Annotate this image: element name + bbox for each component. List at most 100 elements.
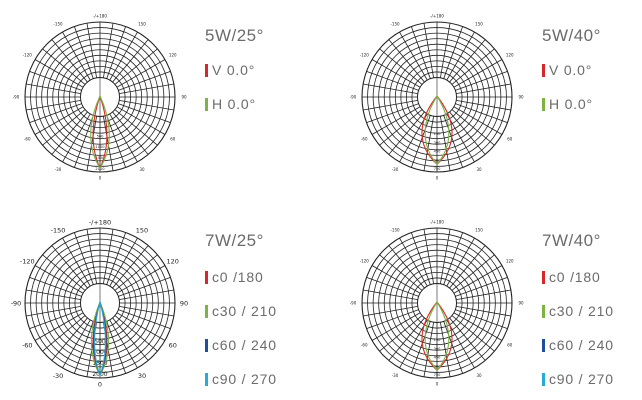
legend-entry: c60 / 240 <box>542 337 614 353</box>
angle-label: 150 <box>136 227 148 235</box>
angle-label: -30 <box>392 167 399 172</box>
angle-label: -30 <box>55 167 62 172</box>
angle-label: -120 <box>360 258 370 263</box>
grid-spoke <box>449 39 486 83</box>
grid-spoke <box>366 70 419 91</box>
angle-label: 60 <box>507 136 513 141</box>
grid-spoke <box>423 23 435 78</box>
grid-spoke <box>456 83 511 95</box>
grid-spoke <box>109 113 138 163</box>
grid-spoke <box>51 317 88 361</box>
series-curve <box>424 94 450 166</box>
grid-spoke <box>443 115 464 168</box>
radial-tick-label: 600 <box>434 158 442 162</box>
grid-spoke <box>455 309 508 330</box>
grid-spoke <box>112 39 149 83</box>
angle-label: 120 <box>169 52 177 57</box>
legend-swatch <box>542 97 545 111</box>
grid-spoke <box>399 319 428 369</box>
angle-label: 0 <box>98 380 102 388</box>
radial-tick-label: 750 <box>434 167 442 171</box>
grid-spoke <box>42 315 86 352</box>
grid-spoke <box>456 305 511 317</box>
grid-spoke <box>451 48 495 85</box>
grid-spoke <box>453 265 503 294</box>
chart-title: 7W/25° <box>205 231 264 250</box>
grid-spoke <box>423 322 435 377</box>
grid-spoke <box>106 321 127 374</box>
grid-spoke <box>26 289 81 301</box>
grid-spoke <box>443 321 464 374</box>
grid-spoke <box>34 59 84 88</box>
angle-label: -/+180 <box>93 13 107 18</box>
grid-spoke <box>102 116 114 171</box>
legend-swatch <box>205 304 208 318</box>
grid-spoke <box>26 305 81 317</box>
grid-spoke <box>410 115 431 168</box>
legend-swatch <box>542 304 545 318</box>
grid-spoke <box>455 70 508 91</box>
grid-spoke <box>73 26 94 79</box>
angle-label: 0 <box>99 175 102 180</box>
grid-spoke <box>86 116 98 171</box>
legend-entry: c0 /180 <box>542 269 601 285</box>
grid-spoke <box>109 319 138 369</box>
radial-tick-label: 450 <box>434 356 442 360</box>
grid-spoke <box>366 309 419 330</box>
grid-spoke <box>366 103 419 124</box>
angle-label: 60 <box>507 342 513 347</box>
angle-label: 30 <box>138 372 146 380</box>
grid-spoke <box>51 111 88 155</box>
angle-label: 60 <box>170 136 176 141</box>
legend-label: c0 /180 <box>549 269 601 285</box>
radial-tick-label: 450 <box>434 150 442 154</box>
grid-spoke <box>410 321 431 374</box>
angle-label: 90 <box>518 300 524 305</box>
angle-label: 0 <box>436 175 439 180</box>
angle-label: 30 <box>476 167 482 172</box>
legend-entry: V 0.0° <box>205 62 255 78</box>
angle-label: -120 <box>23 52 33 57</box>
grid-spoke <box>62 31 91 81</box>
polar-chart-panel: 150 300 450 600 750 -/+180 150 120 90 60 30 0 -30 -60… <box>337 205 642 400</box>
angle-label: 150 <box>475 228 483 233</box>
radial-tick-label: 1000 <box>92 349 107 356</box>
legend-entry: c30 / 210 <box>205 303 277 319</box>
polar-chart-panel: 500 1000 1500 2000 -/+180 150 120 90 60 30 0 -30 -60… <box>0 205 321 400</box>
chart-title: 5W/40° <box>542 26 601 45</box>
grid-spoke <box>379 254 423 291</box>
grid-spoke <box>114 315 158 352</box>
grid-spoke <box>443 26 464 79</box>
grid-spoke <box>119 99 174 111</box>
radial-tick-label: 2000 <box>95 167 105 171</box>
grid-spoke <box>116 106 166 135</box>
grid-spoke <box>371 312 421 341</box>
grid-spoke <box>388 39 425 83</box>
legend-swatch <box>542 63 545 77</box>
legend-label: c60 / 240 <box>212 337 277 353</box>
angle-label: -60 <box>361 136 368 141</box>
radial-tick-label: 500 <box>97 134 105 138</box>
grid-spoke <box>119 289 174 301</box>
grid-spoke <box>114 48 158 85</box>
grid-spoke <box>363 83 418 95</box>
grid-spoke <box>42 254 86 291</box>
grid-spoke <box>109 237 138 287</box>
angle-label: -30 <box>392 373 399 378</box>
angle-label: -60 <box>22 341 33 349</box>
radial-tick-label: 150 <box>434 338 442 342</box>
angle-label: 120 <box>506 258 514 263</box>
grid-spoke <box>443 232 464 285</box>
grid-spoke <box>119 83 174 95</box>
legend-label: c60 / 240 <box>549 337 614 353</box>
grid-spoke <box>29 103 82 124</box>
polar-chart-panel: 500 1000 1500 2000 -/+180 150 120 90 60 30 0 -30 -60… <box>0 0 321 195</box>
grid-spoke <box>446 237 475 287</box>
polar-chart: 150300450600750-/+1801501209060300-30-60… <box>350 13 524 180</box>
grid-spoke <box>116 59 166 88</box>
grid-spoke <box>379 48 423 85</box>
polar-chart: 500 1000 1500 2000 -/+180 150 120 90 60 30 0 -30 -60… <box>13 13 187 180</box>
legend-entry: V 0.0° <box>542 62 592 78</box>
grid-spoke <box>456 99 511 111</box>
grid-spoke <box>73 232 94 285</box>
